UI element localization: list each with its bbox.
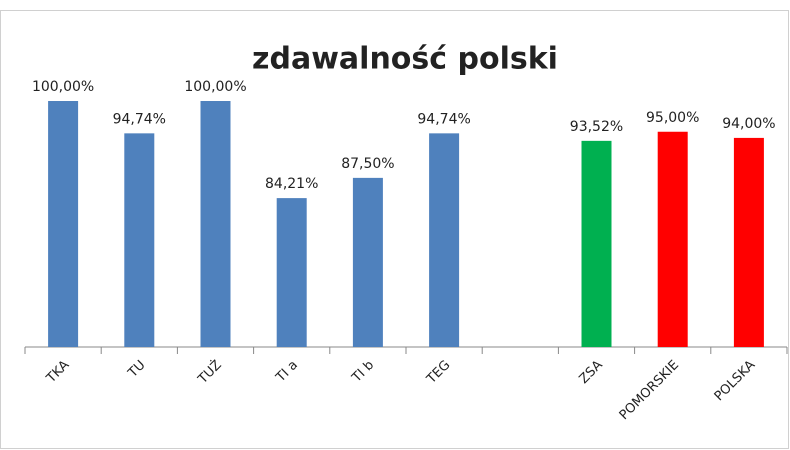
bar: [48, 101, 79, 347]
bar: [657, 131, 688, 347]
value-label: 93,52%: [570, 119, 623, 135]
bar: [276, 198, 307, 347]
value-label: 100,00%: [184, 79, 246, 95]
value-label: 84,21%: [265, 176, 318, 192]
bar: [200, 101, 231, 347]
bar: [429, 133, 460, 347]
value-label: 94,74%: [417, 111, 470, 127]
value-label: 94,74%: [113, 111, 166, 127]
bar: [352, 177, 383, 347]
bar: [124, 133, 155, 347]
value-label: 87,50%: [341, 156, 394, 172]
value-label: 94,00%: [722, 116, 775, 132]
bar: [733, 137, 764, 347]
value-label: 95,00%: [646, 110, 699, 126]
value-label: 100,00%: [32, 79, 94, 95]
bar: [581, 140, 612, 347]
chart-title: zdawalność polski: [252, 42, 558, 77]
